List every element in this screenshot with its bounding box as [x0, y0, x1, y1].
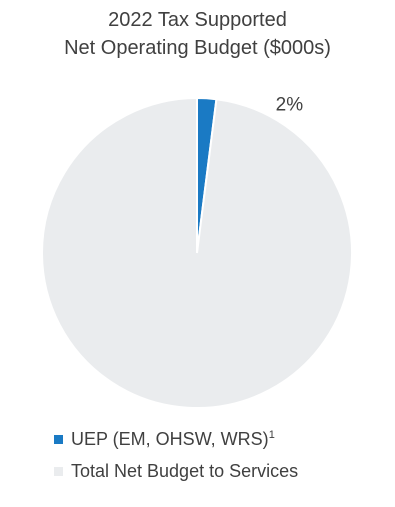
legend-item-total-net-budget: Total Net Budget to Services: [54, 455, 298, 487]
legend-label-uep-footnote: 1: [268, 428, 275, 441]
legend-label-total-net-budget: Total Net Budget to Services: [71, 460, 299, 481]
pie-chart: 2%: [41, 94, 353, 409]
data-label-0: 2%: [276, 94, 304, 115]
legend-swatch-uep: [54, 434, 63, 444]
chart-title-line-2: Net Operating Budget ($000s): [64, 37, 331, 59]
chart-title-line-1: 2022 Tax Supported: [108, 9, 287, 31]
legend-swatch-total-net-budget: [54, 466, 63, 476]
legend-item-uep: UEP (EM, OHSW, WRS)1: [54, 423, 298, 455]
legend-label-uep: UEP (EM, OHSW, WRS)1: [71, 429, 275, 450]
pie-slice-1: [41, 96, 353, 409]
chart-legend: UEP (EM, OHSW, WRS)1 Total Net Budget to…: [54, 423, 298, 487]
legend-label-uep-text: UEP (EM, OHSW, WRS): [71, 428, 269, 449]
